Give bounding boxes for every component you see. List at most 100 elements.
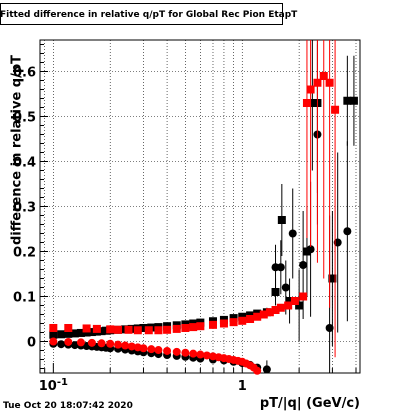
data-point bbox=[124, 325, 133, 334]
data-point bbox=[331, 105, 340, 114]
data-point bbox=[285, 297, 294, 305]
data-point bbox=[76, 338, 85, 347]
data-point bbox=[163, 325, 172, 334]
y-axis-label: difference in relative q/pT bbox=[9, 54, 25, 246]
data-point bbox=[181, 348, 190, 357]
data-point bbox=[181, 324, 190, 332]
data-point bbox=[253, 366, 262, 375]
data-point bbox=[97, 339, 106, 348]
data-point bbox=[284, 301, 293, 310]
data-point bbox=[189, 323, 198, 332]
data-point bbox=[172, 347, 181, 356]
data-point bbox=[189, 349, 198, 358]
data-point bbox=[49, 337, 58, 346]
y-tick-label: 0.1 bbox=[13, 291, 36, 306]
x-tick-label: 10-1 bbox=[39, 377, 68, 394]
data-point bbox=[325, 324, 334, 332]
data-point bbox=[281, 283, 290, 292]
data-point bbox=[87, 328, 96, 337]
data-point bbox=[57, 330, 66, 339]
data-point bbox=[271, 306, 280, 314]
data-point bbox=[238, 316, 247, 325]
data-point bbox=[133, 326, 142, 335]
data-point bbox=[265, 308, 274, 317]
data-point bbox=[328, 274, 337, 283]
data-point bbox=[299, 261, 308, 269]
data-point bbox=[196, 322, 205, 331]
data-point bbox=[139, 344, 148, 353]
data-point bbox=[333, 238, 342, 247]
timestamp: Tue Oct 20 18:07:42 2020 bbox=[3, 401, 133, 411]
x-tick-label: 1 bbox=[238, 379, 247, 394]
data-point bbox=[208, 320, 217, 329]
data-point bbox=[154, 326, 163, 335]
data-point bbox=[229, 318, 238, 327]
data-point bbox=[276, 263, 285, 272]
data-point bbox=[302, 247, 311, 256]
data-point bbox=[106, 325, 115, 334]
data-point bbox=[299, 292, 308, 301]
data-point bbox=[271, 288, 280, 296]
data-point bbox=[246, 315, 255, 323]
data-point bbox=[64, 337, 73, 346]
data-point bbox=[277, 216, 286, 224]
data-point bbox=[302, 99, 311, 107]
data-point bbox=[82, 328, 91, 337]
data-point bbox=[306, 85, 315, 94]
data-point bbox=[276, 303, 285, 312]
data-point bbox=[70, 329, 79, 338]
data-point bbox=[64, 324, 73, 332]
axes: 0 0.1 0.2 0.3 0.4 0.5 0.6 10-1 1 bbox=[13, 39, 361, 394]
data-point bbox=[196, 350, 205, 359]
data-point bbox=[343, 227, 352, 236]
data-point bbox=[76, 328, 85, 337]
data-point bbox=[288, 229, 297, 238]
data-point bbox=[139, 324, 148, 332]
data-point bbox=[92, 324, 101, 333]
data-point bbox=[349, 96, 358, 105]
data-point bbox=[70, 341, 79, 350]
data-point bbox=[114, 340, 123, 349]
data-point bbox=[64, 329, 73, 338]
title-box bbox=[0, 3, 283, 25]
data-point bbox=[172, 324, 181, 333]
y-tick-label: 0.5 bbox=[13, 111, 36, 126]
data-point bbox=[127, 342, 136, 351]
data-point bbox=[106, 339, 115, 348]
data-point bbox=[101, 326, 110, 335]
data-point bbox=[114, 325, 123, 334]
y-tick-label: 0.6 bbox=[13, 66, 36, 81]
data-point bbox=[229, 314, 238, 323]
data-point bbox=[49, 324, 58, 332]
data-marks bbox=[49, 40, 358, 375]
data-point bbox=[144, 326, 153, 335]
chart-title: Fitted difference in relative q/pT for G… bbox=[0, 10, 298, 20]
data-point bbox=[82, 324, 91, 333]
data-point bbox=[202, 351, 211, 360]
data-point bbox=[163, 346, 172, 355]
y-tick-label: 0.2 bbox=[13, 246, 36, 261]
data-point bbox=[49, 330, 58, 339]
data-point bbox=[325, 78, 334, 87]
data-point bbox=[238, 312, 247, 321]
data-point bbox=[97, 327, 106, 336]
data-point bbox=[313, 78, 322, 87]
data-point bbox=[154, 346, 163, 355]
grid bbox=[40, 40, 360, 373]
data-point bbox=[219, 319, 228, 328]
y-tick-label: 0.3 bbox=[13, 201, 36, 216]
data-point bbox=[259, 310, 268, 319]
data-point bbox=[87, 338, 96, 347]
data-point bbox=[295, 301, 304, 310]
data-point bbox=[308, 99, 317, 107]
data-point bbox=[253, 312, 262, 321]
data-point bbox=[343, 96, 352, 105]
data-point bbox=[121, 341, 130, 350]
data-point bbox=[319, 72, 328, 80]
data-point bbox=[57, 340, 66, 349]
data-point bbox=[147, 345, 156, 354]
x-axis-label: pT/|q| (GeV/c) bbox=[259, 396, 360, 411]
y-tick-label: 0.4 bbox=[13, 156, 36, 171]
y-tick-label: 0 bbox=[27, 336, 36, 351]
